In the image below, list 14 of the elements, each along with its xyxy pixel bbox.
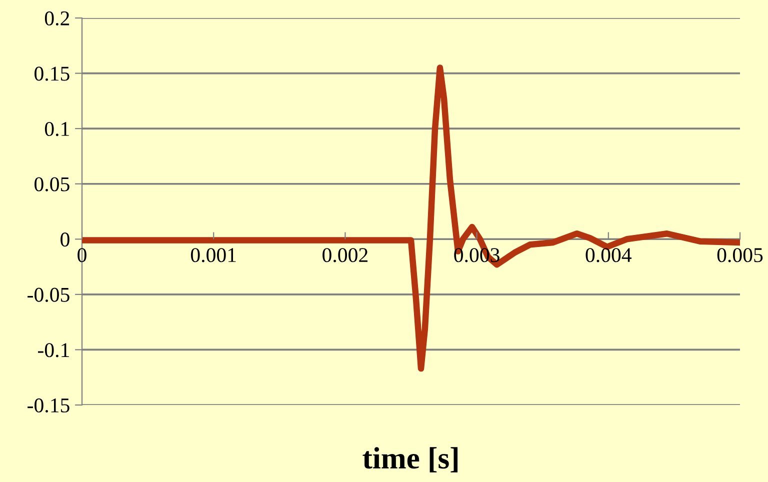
- y-tick-label: 0.05: [34, 177, 70, 192]
- x-tick-label: 0: [78, 248, 86, 262]
- y-tick-label: 0: [60, 232, 70, 247]
- y-tick-label: -0.05: [28, 288, 70, 302]
- y-tick-label: -0.1: [38, 343, 69, 358]
- x-tick-label: 0.002: [322, 248, 368, 262]
- y-tick-label: 0.2: [44, 11, 70, 26]
- x-tick-label: 0.001: [190, 248, 236, 262]
- y-tick-label: 0.1: [44, 122, 69, 136]
- x-tick-label: 0.004: [586, 248, 632, 262]
- x-tick-label: 0.005: [717, 248, 763, 262]
- y-tick-label: 0.15: [34, 66, 70, 81]
- x-axis-title: time [s]: [362, 447, 458, 472]
- y-tick-label: -0.15: [28, 398, 70, 413]
